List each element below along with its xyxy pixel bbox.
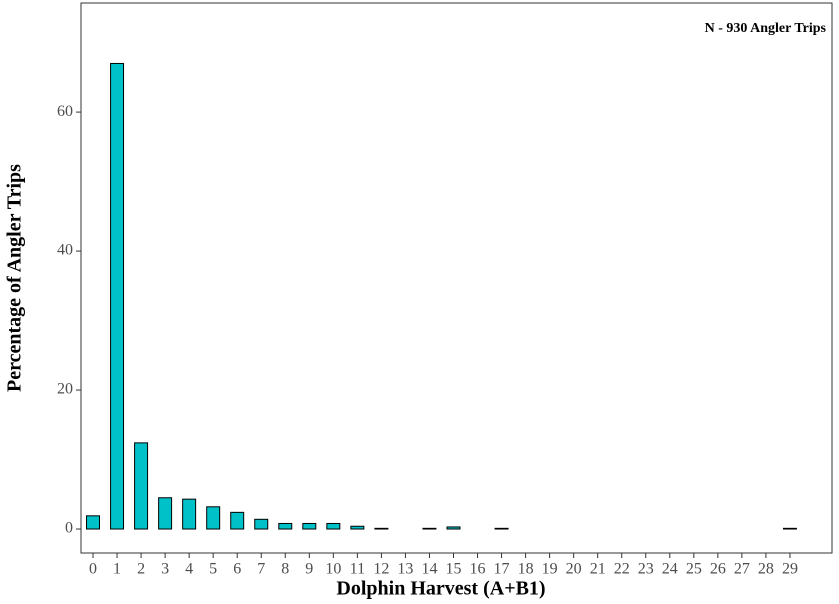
bar [326, 522, 341, 530]
bar [494, 527, 509, 530]
bar [350, 525, 365, 530]
x-tick-label: 3 [161, 561, 169, 578]
x-axis-label: Dolphin Harvest (A+B1) [336, 578, 545, 600]
bar [230, 511, 245, 530]
y-tick-label: 60 [57, 103, 73, 120]
x-tick-label: 7 [257, 561, 265, 578]
x-tick-label: 15 [445, 561, 461, 578]
annotation: N - 930 Angler Trips [705, 21, 827, 36]
x-tick-label: 17 [494, 561, 510, 578]
x-tick-label: 23 [638, 561, 654, 578]
x-tick-label: 25 [686, 561, 702, 578]
x-tick-label: 28 [758, 561, 774, 578]
bar [182, 498, 197, 530]
bar [206, 506, 221, 530]
bar [158, 497, 173, 530]
x-tick-label: 27 [734, 561, 750, 578]
x-tick-label: 24 [662, 561, 678, 578]
x-tick-label: 0 [89, 561, 97, 578]
bar [422, 527, 437, 530]
x-tick-label: 21 [590, 561, 606, 578]
bar [110, 62, 125, 530]
x-tick-label: 2 [137, 561, 145, 578]
x-tick-label: 19 [542, 561, 558, 578]
bar [134, 442, 149, 530]
x-tick-label: 18 [518, 561, 534, 578]
bar [86, 515, 101, 530]
y-tick-label: 40 [57, 242, 73, 259]
x-tick-label: 6 [233, 561, 241, 578]
bar [782, 527, 797, 530]
bar [374, 527, 389, 530]
x-tick-label: 4 [185, 561, 193, 578]
x-tick-label: 16 [470, 561, 486, 578]
y-axis-label: Percentage of Angler Trips [4, 164, 26, 392]
x-tick-label: 14 [421, 561, 437, 578]
y-tick-label: 0 [65, 520, 73, 537]
x-tick-label: 22 [614, 561, 630, 578]
y-tick-label: 20 [57, 381, 73, 398]
bar [302, 522, 317, 530]
x-tick-label: 10 [325, 561, 341, 578]
bar [446, 526, 461, 530]
x-tick-label: 1 [113, 561, 121, 578]
x-tick-label: 29 [782, 561, 798, 578]
x-tick-label: 5 [209, 561, 217, 578]
plot-border [80, 2, 833, 554]
x-tick-label: 11 [350, 561, 365, 578]
x-tick-label: 20 [566, 561, 582, 578]
x-tick-label: 26 [710, 561, 726, 578]
x-tick-label: 8 [281, 561, 289, 578]
x-tick-label: 9 [305, 561, 313, 578]
bar [254, 518, 269, 530]
x-tick-label: 13 [397, 561, 413, 578]
bar [278, 522, 293, 530]
x-tick-label: 12 [373, 561, 389, 578]
